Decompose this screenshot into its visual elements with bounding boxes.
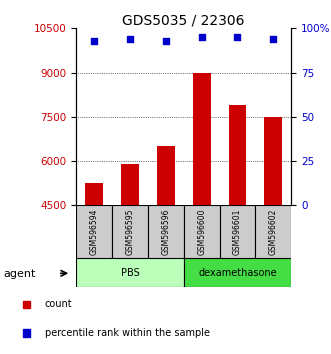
Point [235,34,240,40]
Title: GDS5035 / 22306: GDS5035 / 22306 [122,13,245,27]
Text: GSM596594: GSM596594 [90,209,99,255]
Point [199,34,204,40]
Text: agent: agent [3,269,36,279]
Bar [193,73,211,205]
Text: GSM596601: GSM596601 [233,209,242,255]
Text: PBS: PBS [120,268,139,278]
Bar [23,329,30,337]
Point [271,36,276,42]
Bar [23,301,30,308]
Bar [148,205,184,258]
Text: GSM596602: GSM596602 [269,209,278,255]
Bar [184,205,219,258]
Bar [85,183,103,205]
Point [91,38,97,44]
Bar [184,258,291,287]
Point [163,38,168,44]
Text: GSM596600: GSM596600 [197,209,206,255]
Point [127,36,133,42]
Bar [256,205,291,258]
Text: GSM596596: GSM596596 [161,209,170,255]
Bar [219,205,256,258]
Bar [112,205,148,258]
Bar [157,146,175,205]
Bar [228,105,247,205]
Text: count: count [45,299,72,309]
Bar [264,117,282,205]
Bar [121,164,139,205]
Text: dexamethasone: dexamethasone [198,268,277,278]
Text: percentile rank within the sample: percentile rank within the sample [45,328,210,338]
Bar [76,258,184,287]
Text: GSM596595: GSM596595 [125,209,134,255]
Bar [76,205,112,258]
